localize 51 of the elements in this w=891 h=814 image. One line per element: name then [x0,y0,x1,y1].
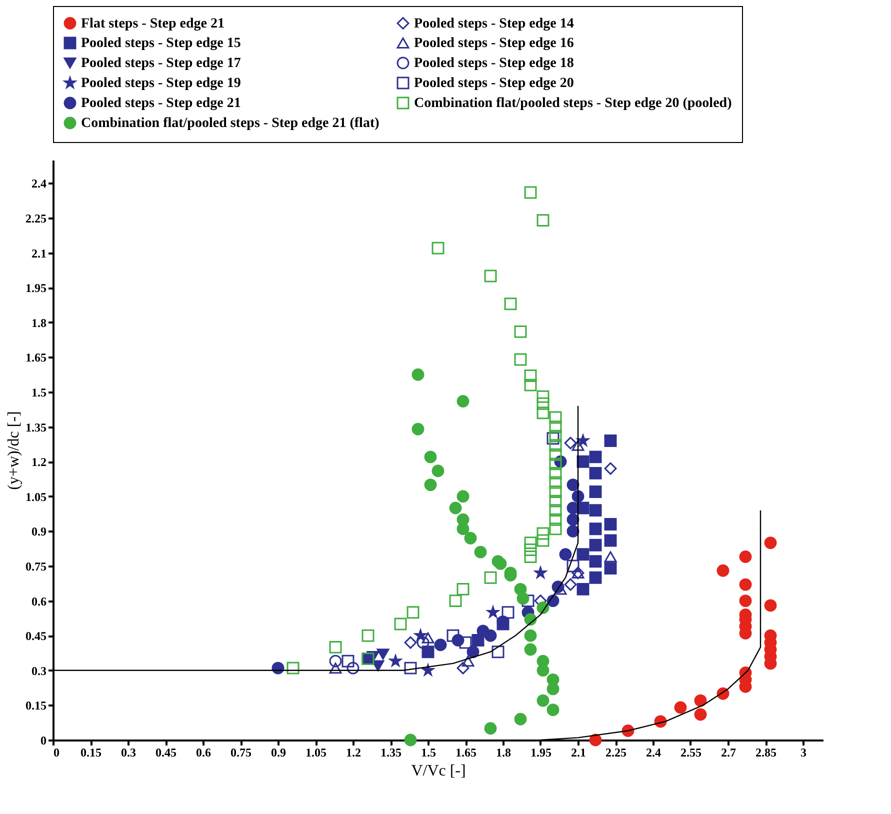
y-tick-label: 0.15 [26,698,46,713]
x-tick-label: 1.2 [346,746,361,760]
y-tick-label: 2.25 [26,212,46,226]
x-tick-label: 2.4 [646,746,661,760]
legend-label: Pooled steps - Step edge 16 [414,36,574,51]
x-tick-label: 1.05 [306,746,326,760]
y-tick-label: 0.6 [32,594,46,608]
x-tick-label: 0.6 [196,746,211,760]
x-tick-label: 0.9 [271,746,286,760]
legend-label: Pooled steps - Step edge 18 [414,56,574,71]
y-tick-label: 1.8 [32,316,46,330]
legend-label: Combination flat/pooled steps - Step edge 21 (flat) [81,116,380,131]
y-tick-label: 1.05 [26,490,46,504]
y-tick-label: 1.35 [26,420,46,434]
x-tick-label: 2.85 [756,746,776,760]
x-tick-label: 0.3 [121,746,136,760]
x-tick-label: 1.65 [456,746,476,760]
legend-label: Pooled steps - Step edge 20 [414,76,574,91]
y-tick-label: 0.3 [32,664,46,678]
y-tick-label: 0.9 [32,524,46,539]
x-axis-title: V/Vc [-] [411,762,466,780]
x-tick-label: 1.95 [530,746,552,760]
y-tick-label: 0 [40,734,46,748]
legend-label: Combination flat/pooled steps - Step edge 20 (pooled) [414,96,732,111]
x-tick-label: 1.5 [421,746,436,760]
y-tick-label: 1.65 [26,350,46,365]
y-tick-label: 0.45 [26,629,46,644]
x-tick-label: 0.15 [80,746,102,760]
x-tick-label: 1.35 [380,746,402,760]
legend-label: Pooled steps - Step edge 14 [414,16,574,32]
y-tick-label: 1.2 [32,455,46,470]
legend-label: Pooled steps - Step edge 19 [81,76,241,91]
x-tick-label: 2.55 [680,746,702,760]
x-tick-label: 3 [800,746,806,760]
y-tick-label: 1.5 [32,386,46,400]
legend-label: Flat steps - Step edge 21 [81,16,224,32]
y-axis-title: (y+w)/dc [-] [6,411,22,490]
x-tick-label: 1.8 [496,746,511,760]
x-tick-label: 2.1 [571,746,586,760]
legend-label: Pooled steps - Step edge 21 [81,96,241,111]
x-tick-label: 0 [54,746,60,760]
y-tick-label: 2.1 [32,246,46,260]
x-tick-label: 0.45 [156,746,176,760]
legend-label: Pooled steps - Step edge 17 [81,56,241,71]
y-tick-label: 0.75 [26,560,46,574]
x-tick-label: 0.75 [230,746,252,760]
y-tick-label: 2.4 [32,176,46,191]
legend-label: Pooled steps - Step edge 15 [81,36,241,51]
y-tick-label: 1.95 [26,281,46,296]
x-tick-label: 2.25 [606,746,626,760]
x-tick-label: 2.7 [721,746,736,760]
